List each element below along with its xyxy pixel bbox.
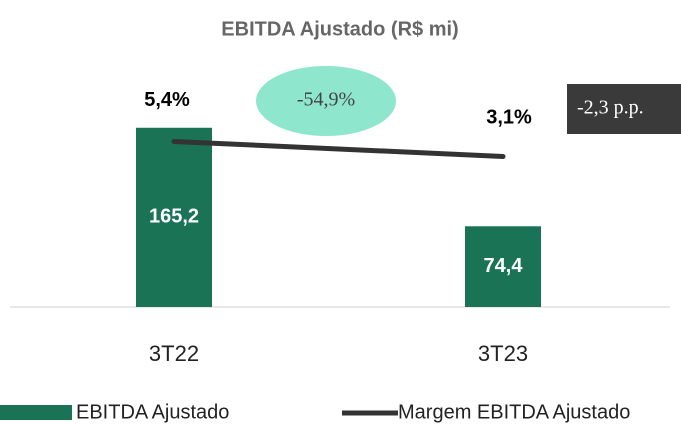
line-value-label: 5,4% [144, 89, 190, 111]
legend-label: Margem EBITDA Ajustado [398, 401, 630, 423]
annotation: -54,9% [297, 89, 355, 111]
annotation-ellipse [256, 66, 396, 136]
annotation: -2,3 p.p. [577, 97, 644, 119]
line-value-label: 3,1% [486, 107, 532, 129]
x-tick-label: 3T23 [478, 341, 528, 366]
bar-value-label: 74,4 [484, 255, 524, 277]
annotation-box [567, 84, 681, 134]
chart-title: EBITDA Ajustado (R$ mi) [221, 18, 458, 40]
x-tick-label: 3T22 [149, 341, 199, 366]
line [171, 138, 506, 159]
bar [136, 127, 212, 308]
legend-label: EBITDA Ajustado [76, 401, 229, 423]
legend-swatch [0, 405, 72, 420]
bar-value-label: 165,2 [149, 206, 199, 228]
bar [465, 226, 541, 307]
